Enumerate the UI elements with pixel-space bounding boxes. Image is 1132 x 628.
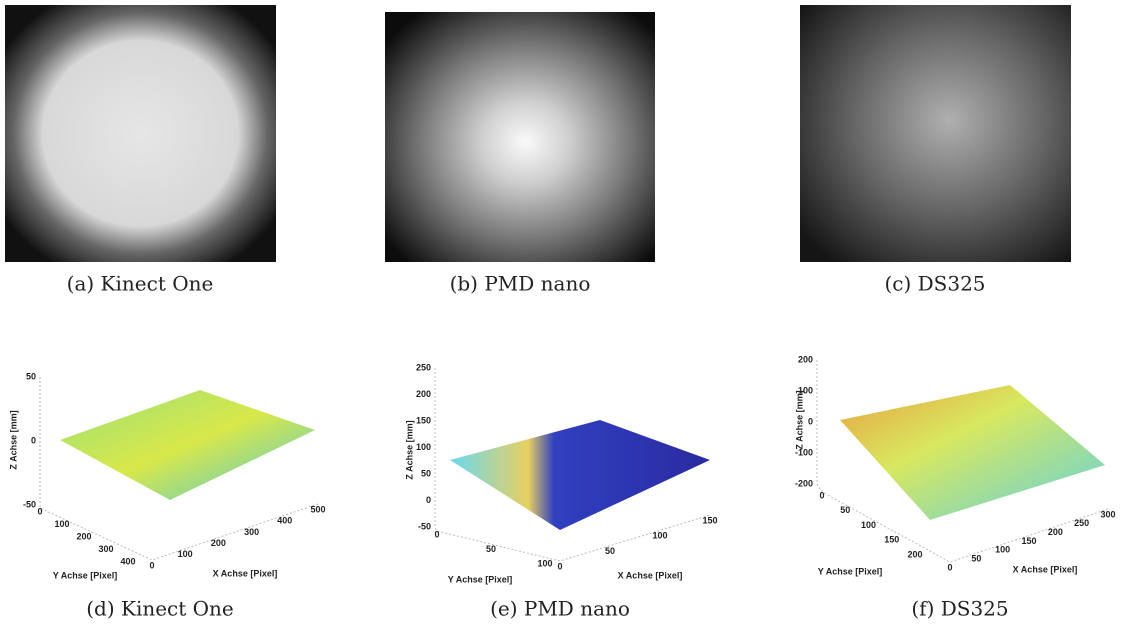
x-tick-label: 0 bbox=[947, 562, 952, 572]
z-tick-label: 0 bbox=[426, 495, 431, 505]
x-tick-label: 0 bbox=[149, 560, 154, 570]
axis-frame bbox=[434, 368, 711, 562]
caption: (f) DS325 bbox=[911, 597, 1008, 621]
y-tick-label: 100 bbox=[861, 520, 876, 530]
z-tick-label: -50 bbox=[418, 521, 431, 531]
x-tick-label: 250 bbox=[1074, 518, 1089, 528]
image-pmd bbox=[385, 12, 655, 262]
y-tick-label: 100 bbox=[54, 519, 69, 529]
x-tick-label: 300 bbox=[244, 527, 259, 537]
z-tick-label: 250 bbox=[416, 362, 431, 372]
x-axis-title: X Achse [Pixel] bbox=[1013, 564, 1078, 574]
z-axis-title: Z Achse [mm] bbox=[794, 390, 804, 449]
y-tick-label: 150 bbox=[884, 535, 899, 545]
caption: (d) Kinect One bbox=[86, 597, 234, 621]
image-kinect bbox=[5, 5, 276, 262]
y-tick-label: 0 bbox=[37, 506, 42, 516]
x-axis-title: X Achse [Pixel] bbox=[213, 568, 278, 578]
x-tick-label: 500 bbox=[310, 504, 325, 514]
axis-frame bbox=[39, 377, 319, 561]
x-tick-label: 150 bbox=[702, 515, 717, 525]
z-tick-label: 200 bbox=[416, 389, 431, 399]
y-axis-title: Y Achse [Pixel] bbox=[818, 566, 883, 576]
z-tick-label: 150 bbox=[416, 415, 431, 425]
caption: (b) PMD nano bbox=[450, 272, 591, 296]
x-tick-label: 300 bbox=[1100, 509, 1115, 519]
z-tick-label: -200 bbox=[795, 478, 813, 488]
caption: (a) Kinect One bbox=[67, 272, 214, 296]
z-tick-label: 200 bbox=[798, 354, 813, 364]
z-axis-title: Z Achse [mm] bbox=[8, 410, 18, 469]
y-tick-label: 400 bbox=[120, 556, 135, 566]
x-tick-label: 50 bbox=[605, 546, 615, 556]
x-axis-title: X Achse [Pixel] bbox=[618, 570, 683, 580]
x-tick-label: 200 bbox=[1048, 527, 1063, 537]
y-tick-label: 50 bbox=[840, 505, 850, 515]
z-axis-title: Z Achse [mm] bbox=[404, 420, 414, 479]
z-tick-label: -50 bbox=[23, 499, 36, 509]
caption: (e) PMD nano bbox=[490, 597, 630, 621]
image-ds325 bbox=[800, 5, 1071, 262]
surface bbox=[840, 385, 1105, 520]
y-tick-label: 200 bbox=[76, 531, 91, 541]
z-tick-label: 100 bbox=[798, 385, 813, 395]
caption: (c) DS325 bbox=[884, 272, 985, 296]
x-tick-label: 100 bbox=[995, 545, 1010, 555]
y-tick-label: 100 bbox=[537, 558, 552, 568]
y-tick-label: 300 bbox=[98, 544, 113, 554]
x-tick-label: 0 bbox=[557, 561, 562, 571]
z-tick-label: 50 bbox=[26, 371, 36, 381]
y-tick-label: 50 bbox=[486, 544, 496, 554]
y-axis-title: Y Achse [Pixel] bbox=[448, 574, 513, 584]
y-tick-label: 0 bbox=[819, 490, 824, 500]
surface bbox=[450, 420, 710, 530]
y-tick-label: 0 bbox=[434, 529, 439, 539]
x-tick-label: 400 bbox=[277, 516, 292, 526]
x-tick-label: 100 bbox=[178, 549, 193, 559]
z-tick-label: 0 bbox=[808, 416, 813, 426]
x-tick-label: 200 bbox=[211, 538, 226, 548]
z-tick-label: 50 bbox=[421, 468, 431, 478]
z-tick-label: -100 bbox=[795, 447, 813, 457]
x-tick-label: 100 bbox=[652, 531, 667, 541]
z-tick-label: 100 bbox=[416, 442, 431, 452]
y-tick-label: 200 bbox=[907, 549, 922, 559]
x-tick-label: 150 bbox=[1021, 536, 1036, 546]
axis-frame bbox=[816, 360, 1109, 563]
surface bbox=[60, 390, 315, 500]
x-tick-label: 50 bbox=[971, 554, 981, 564]
z-tick-label: 0 bbox=[31, 435, 36, 445]
y-axis-title: Y Achse [Pixel] bbox=[53, 570, 118, 580]
